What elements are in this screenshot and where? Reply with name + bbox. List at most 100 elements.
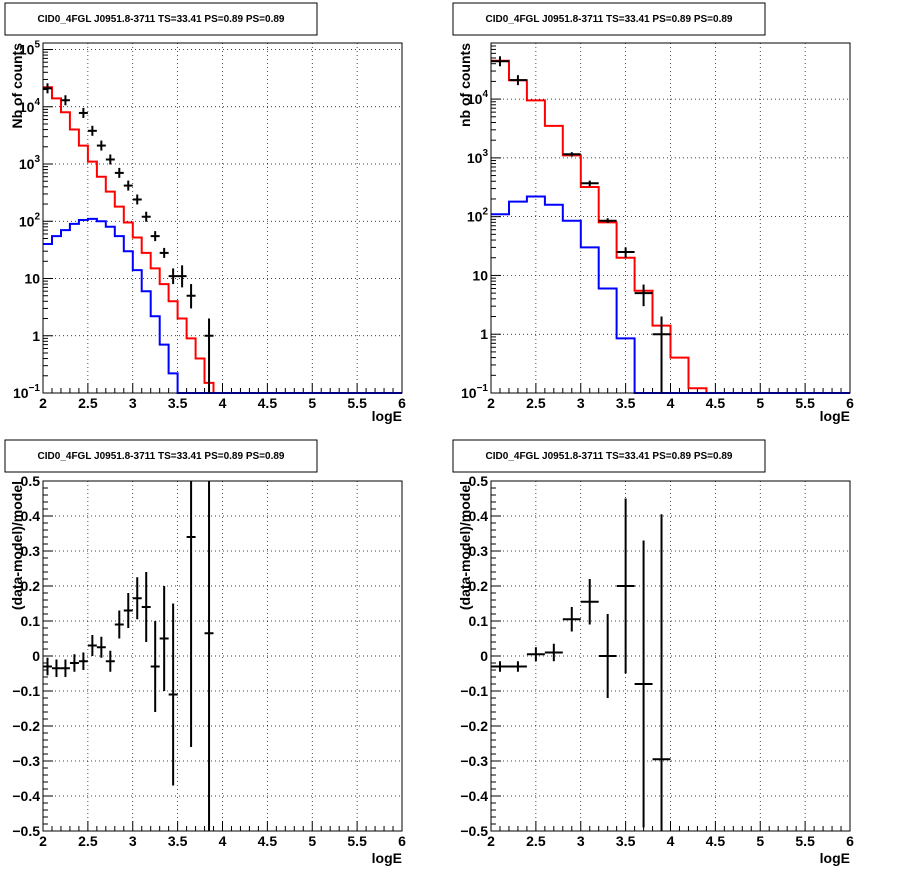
y-tick-label: −0.1: [12, 683, 40, 699]
y-tick-label: 0.4: [21, 508, 41, 524]
x-tick-label: 4: [667, 395, 675, 411]
x-tick-label: 4: [219, 833, 227, 849]
x-tick-label: 3.5: [168, 833, 188, 849]
plot-frame: [490, 42, 851, 394]
x-tick-label: 2.5: [526, 833, 546, 849]
y-tick-label: −0.3: [12, 753, 40, 769]
y-tick-label: −0.4: [460, 788, 488, 804]
x-tick-label: 5: [756, 833, 764, 849]
panel-residuals-left: CID0_4FGL J0951.8-3711 TS=33.41 PS=0.89 …: [4, 439, 406, 866]
title-box: [452, 439, 766, 473]
y-tick-exponent: 3: [34, 154, 40, 165]
x-tick-label: 4.5: [706, 833, 726, 849]
x-tick-label: 4: [219, 395, 227, 411]
x-tick-label: 3.5: [168, 395, 188, 411]
y-axis-label: (data-model)/model: [457, 481, 473, 610]
x-tick-label: 4.5: [258, 395, 278, 411]
y-tick-label: 0.5: [21, 473, 41, 489]
x-tick-label: 6: [398, 395, 406, 411]
y-tick-label: 0.1: [469, 613, 489, 629]
y-tick-label: 0.1: [21, 613, 41, 629]
x-tick-label: 2.5: [78, 833, 98, 849]
y-tick-label: −0.5: [460, 823, 488, 839]
x-tick-label: 2: [39, 395, 47, 411]
x-tick-label: 3: [129, 833, 137, 849]
x-tick-label: 3: [577, 833, 585, 849]
panel-counts-right: CID0_4FGL J0951.8-3711 TS=33.41 PS=0.89 …: [452, 2, 854, 424]
y-tick-label: 1: [480, 326, 488, 342]
y-tick-label: 0.2: [21, 578, 41, 594]
x-tick-label: 3: [577, 395, 585, 411]
y-tick-exponent: 4: [34, 97, 40, 108]
y-tick-label: 0.2: [469, 578, 489, 594]
chart-title: CID0_4FGL J0951.8-3711 TS=33.41 PS=0.89 …: [486, 451, 733, 462]
x-axis-label: logE: [820, 408, 850, 424]
y-axis-label: Nb of counts: [9, 43, 25, 129]
x-tick-label: 2.5: [78, 395, 98, 411]
title-box: [4, 439, 318, 473]
y-tick-label: 10: [24, 271, 40, 287]
y-tick-exponent: 4: [482, 89, 488, 100]
y-axis-label: (data-model)/model: [9, 481, 25, 610]
x-tick-label: 6: [398, 833, 406, 849]
x-tick-label: 2: [39, 833, 47, 849]
y-tick-label: −0.5: [12, 823, 40, 839]
x-tick-label: 5.5: [795, 395, 815, 411]
x-tick-label: 6: [846, 395, 854, 411]
panel-residuals-right: CID0_4FGL J0951.8-3711 TS=33.41 PS=0.89 …: [452, 439, 854, 866]
y-tick-label: 0.3: [21, 543, 41, 559]
x-axis-label: logE: [820, 850, 850, 866]
x-tick-label: 2: [487, 833, 495, 849]
y-tick-label: 0.5: [469, 473, 489, 489]
x-tick-label: 4.5: [258, 833, 278, 849]
x-tick-label: 6: [846, 833, 854, 849]
y-tick-label: 10: [472, 267, 488, 283]
chart-title: CID0_4FGL J0951.8-3711 TS=33.41 PS=0.89 …: [38, 14, 285, 25]
x-tick-label: 3.5: [616, 833, 636, 849]
y-tick-label: 0: [480, 648, 488, 664]
plot-frame: [490, 480, 851, 832]
y-tick-label: −0.2: [12, 718, 40, 734]
title-box: [452, 2, 766, 36]
chart-title: CID0_4FGL J0951.8-3711 TS=33.41 PS=0.89 …: [486, 14, 733, 25]
y-tick-exponent: −1: [477, 383, 489, 394]
y-tick-exponent: 2: [482, 207, 488, 218]
x-tick-label: 4.5: [706, 395, 726, 411]
x-tick-label: 4: [667, 833, 675, 849]
x-tick-label: 5: [756, 395, 764, 411]
x-axis-label: logE: [372, 408, 402, 424]
x-tick-label: 5.5: [347, 395, 367, 411]
y-tick-exponent: 3: [482, 148, 488, 159]
chart-title: CID0_4FGL J0951.8-3711 TS=33.41 PS=0.89 …: [38, 451, 285, 462]
x-tick-label: 5: [308, 833, 316, 849]
y-tick-exponent: 5: [34, 40, 40, 51]
x-tick-label: 5: [308, 395, 316, 411]
y-tick-label: 0: [32, 648, 40, 664]
plot-area: 2 2.5 3 3.5 4 4.5 5 5.5 6 −0.5 −0.4 −0.3 −0.2 −0.1 0 0.…: [460, 473, 854, 849]
y-tick-label: 0.3: [469, 543, 489, 559]
x-tick-label: 2.5: [526, 395, 546, 411]
plot-area: 2 2.5 3 3.5 4 4.5 5 5.5 6 −0.5 −0.4 −0.3 −0.2 −0.1 0 0.…: [12, 473, 406, 849]
x-tick-label: 5.5: [795, 833, 815, 849]
x-tick-label: 3.5: [616, 395, 636, 411]
y-tick-exponent: 2: [34, 211, 40, 222]
y-tick-label: −0.3: [460, 753, 488, 769]
y-tick-exponent: −1: [29, 383, 41, 394]
y-tick-label: 0.4: [469, 508, 489, 524]
panel-counts-left: CID0_4FGL J0951.8-3711 TS=33.41 PS=0.89 …: [4, 2, 406, 424]
plot-frame: [42, 42, 403, 394]
y-tick-label: 1: [32, 328, 40, 344]
title-box: [4, 2, 318, 36]
y-tick-label: −0.1: [460, 683, 488, 699]
x-axis-label: logE: [372, 850, 402, 866]
x-tick-label: 3: [129, 395, 137, 411]
y-axis-label: nb of counts: [457, 43, 473, 127]
y-tick-label: −0.2: [460, 718, 488, 734]
plot-frame: [42, 480, 403, 832]
y-tick-label: −0.4: [12, 788, 40, 804]
x-tick-label: 5.5: [347, 833, 367, 849]
x-tick-label: 2: [487, 395, 495, 411]
